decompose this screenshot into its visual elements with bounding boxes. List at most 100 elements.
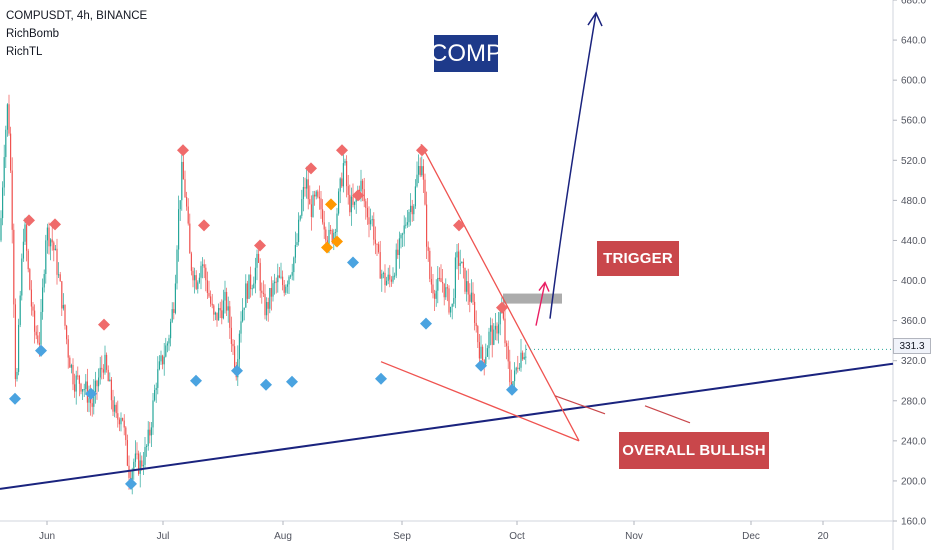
candle-body bbox=[102, 369, 104, 373]
candle-body bbox=[525, 356, 527, 358]
candle-body bbox=[67, 339, 69, 358]
sell-marker bbox=[496, 301, 508, 314]
candle-body bbox=[112, 400, 114, 412]
x-tick-label: Nov bbox=[625, 531, 643, 542]
sell-marker bbox=[198, 219, 210, 232]
sell-marker bbox=[254, 239, 266, 252]
candle-body bbox=[58, 274, 60, 276]
candle-body bbox=[434, 293, 436, 299]
candle-body bbox=[160, 355, 162, 362]
candle-body bbox=[254, 267, 256, 284]
candle-body bbox=[459, 263, 461, 266]
candle-body bbox=[413, 206, 415, 215]
candle-body bbox=[114, 404, 116, 412]
buy-marker bbox=[475, 359, 487, 372]
candle-body bbox=[59, 274, 61, 282]
candle-body bbox=[486, 348, 488, 357]
candle-body bbox=[208, 292, 210, 297]
candle-body bbox=[499, 312, 501, 325]
candle-body bbox=[506, 343, 508, 347]
candle-body bbox=[426, 204, 428, 247]
candle-body bbox=[190, 253, 192, 271]
indicator-richbomb[interactable]: RichBomb bbox=[6, 28, 60, 40]
candle-body bbox=[397, 249, 399, 256]
x-tick-label: Dec bbox=[742, 531, 760, 542]
y-tick-label: 360.0 bbox=[901, 316, 926, 327]
candle-body bbox=[418, 165, 420, 175]
candle-body bbox=[229, 306, 231, 328]
candle-body bbox=[115, 404, 117, 414]
candle-body bbox=[280, 276, 282, 278]
candle-body bbox=[74, 384, 76, 392]
candle-body bbox=[186, 197, 188, 207]
candle-body bbox=[515, 367, 517, 371]
candle-body bbox=[331, 230, 333, 242]
candle-body bbox=[40, 311, 42, 345]
candle-body bbox=[381, 273, 383, 279]
candle-body bbox=[163, 356, 165, 365]
candle-body bbox=[211, 303, 213, 306]
indicator-richtl[interactable]: RichTL bbox=[6, 46, 43, 58]
sell-marker bbox=[98, 318, 110, 331]
candle-body bbox=[282, 276, 284, 286]
candle-body bbox=[338, 191, 340, 214]
candle-body bbox=[134, 453, 136, 462]
candle-body bbox=[298, 219, 300, 243]
candle-body bbox=[162, 355, 164, 365]
wedge-upper-line bbox=[420, 143, 580, 442]
candle-body bbox=[339, 178, 341, 192]
candle-body bbox=[301, 199, 303, 216]
candle-body bbox=[234, 346, 236, 370]
wedge-lower-line bbox=[380, 361, 580, 442]
candle-body bbox=[286, 284, 288, 287]
candle-body bbox=[258, 253, 260, 263]
candle-body bbox=[19, 295, 21, 325]
candle-body bbox=[142, 464, 144, 467]
candle-body bbox=[517, 367, 519, 369]
candle-body bbox=[469, 294, 471, 302]
candle-body bbox=[222, 300, 224, 319]
candle-body bbox=[70, 364, 72, 368]
candle-body bbox=[288, 276, 290, 285]
candle-body bbox=[438, 277, 440, 279]
candle-body bbox=[88, 398, 90, 403]
candle-body bbox=[227, 306, 229, 311]
candle-body bbox=[379, 252, 381, 279]
candle-body bbox=[318, 196, 320, 199]
candle-body bbox=[320, 198, 322, 210]
candle-body bbox=[333, 233, 335, 242]
candle-body bbox=[483, 359, 485, 364]
candle-body bbox=[422, 166, 424, 180]
candle-body bbox=[53, 242, 55, 251]
candle-body bbox=[522, 352, 524, 360]
candle-body bbox=[490, 325, 492, 332]
candle-body bbox=[352, 196, 354, 205]
candle-body bbox=[26, 224, 28, 251]
candle-body bbox=[18, 324, 20, 372]
candle-body bbox=[206, 280, 208, 293]
candle-body bbox=[42, 287, 44, 312]
candle-body bbox=[0, 218, 2, 241]
candle-body bbox=[72, 364, 74, 385]
x-tick-label: Aug bbox=[274, 531, 292, 542]
candle-body bbox=[90, 398, 92, 404]
candle-body bbox=[242, 309, 244, 322]
candle-body bbox=[147, 429, 149, 446]
candle-body bbox=[299, 215, 301, 220]
sell-marker bbox=[305, 162, 317, 175]
candle-body bbox=[189, 223, 191, 254]
candle-body bbox=[238, 333, 240, 360]
candle-body bbox=[96, 380, 98, 387]
candle-body bbox=[171, 309, 173, 322]
candle-body bbox=[373, 219, 375, 240]
candle-body bbox=[214, 312, 216, 315]
candle-body bbox=[358, 189, 360, 192]
candle-body bbox=[482, 346, 484, 360]
candle-body bbox=[477, 326, 479, 343]
candle-body bbox=[354, 201, 356, 205]
candle-body bbox=[368, 217, 370, 225]
candle-body bbox=[443, 283, 445, 298]
mid-marker bbox=[325, 198, 337, 211]
candle-body bbox=[314, 194, 316, 197]
